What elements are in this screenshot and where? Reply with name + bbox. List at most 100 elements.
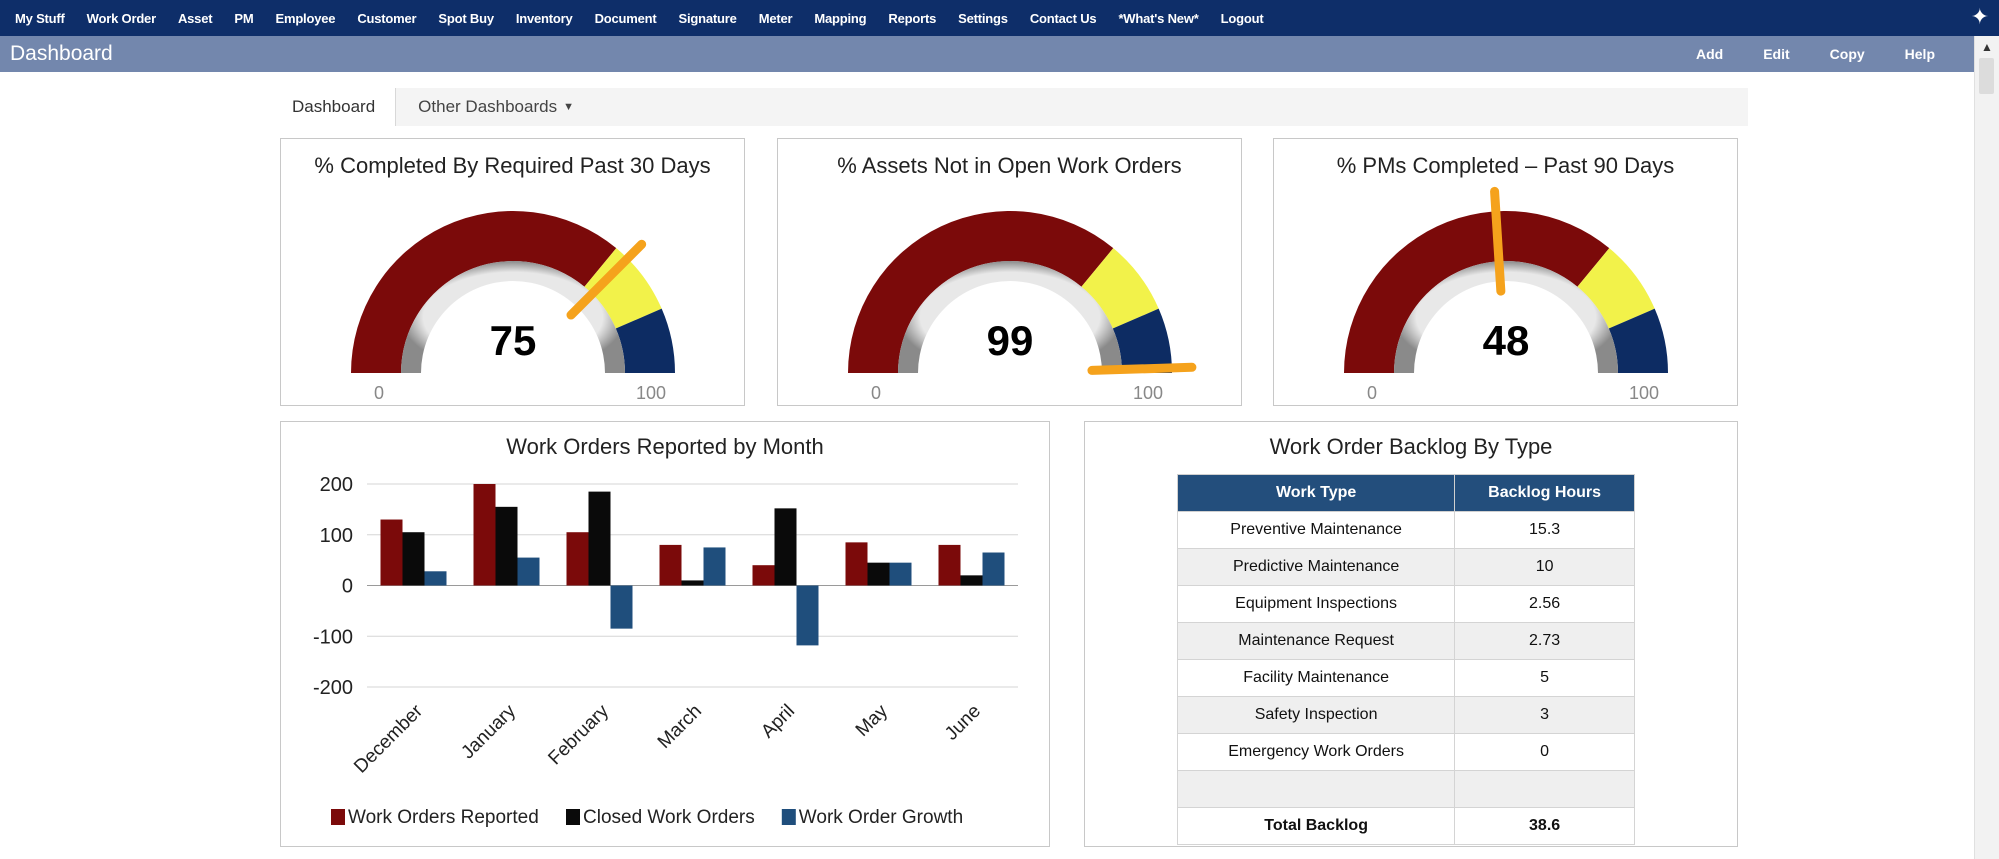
gauge-title: % PMs Completed – Past 90 Days — [1336, 153, 1675, 178]
nav-asset[interactable]: Asset — [177, 10, 213, 26]
nav-signature[interactable]: Signature — [678, 10, 737, 26]
bar-work-order-growth — [982, 552, 1005, 586]
cell-total-value: 38.6 — [1454, 807, 1635, 845]
vertical-scrollbar[interactable]: ▲ — [1974, 36, 1999, 859]
nav-settings[interactable]: Settings — [958, 10, 1008, 26]
gauge-inner-ring — [401, 261, 625, 373]
tab-dashboard-label: Dashboard — [292, 97, 376, 116]
legend-label: Work Orders Reported — [348, 807, 539, 828]
tab-dashboard[interactable]: Dashboard — [280, 88, 397, 126]
cell-work-type: Emergency Work Orders — [1176, 733, 1456, 771]
header-backlog-hours: Backlog Hours — [1454, 474, 1635, 512]
legend-label: Work Order Growth — [799, 807, 963, 828]
bar-work-orders-reported — [380, 519, 403, 586]
gauge-panel-pms: % PMs Completed – Past 90 Days 48 0 100 — [1273, 138, 1738, 406]
gauge-title: % Assets Not in Open Work Orders — [837, 153, 1182, 178]
nav-employee[interactable]: Employee — [275, 10, 336, 26]
x-tick-label: April — [757, 701, 799, 743]
nav-customer[interactable]: Customer — [357, 10, 417, 26]
gauge-band-blue — [615, 308, 675, 373]
bar-work-orders-reported — [752, 565, 775, 586]
gauge-max-label: 100 — [1133, 383, 1163, 403]
nav-menu: My Stuff Work Order Asset PM Employee Cu… — [0, 11, 1274, 26]
add-button[interactable]: Add — [1695, 46, 1724, 62]
nav-meter[interactable]: Meter — [758, 10, 793, 26]
gauge-max-label: 100 — [1629, 383, 1659, 403]
bar-work-orders-reported — [473, 484, 496, 586]
legend-swatch — [781, 809, 796, 825]
bar-work-order-growth — [796, 585, 819, 646]
help-button[interactable]: Help — [1904, 46, 1935, 62]
gauge-value: 48 — [1483, 317, 1530, 364]
nav-spot-buy[interactable]: Spot Buy — [438, 10, 494, 26]
gauge-title: % Completed By Required Past 30 Days — [314, 153, 711, 178]
bar-closed-work-orders — [960, 575, 983, 586]
nav-mapping[interactable]: Mapping — [814, 10, 867, 26]
gauge-band-yellow — [1081, 248, 1159, 329]
dashboard-tabs: Dashboard Other Dashboards ▼ — [280, 88, 1748, 126]
nav-pm[interactable]: PM — [234, 10, 254, 26]
edit-button[interactable]: Edit — [1763, 46, 1790, 62]
header-work-type: Work Type — [1176, 474, 1456, 512]
cell-hours — [1454, 770, 1635, 808]
nav-logout[interactable]: Logout — [1220, 10, 1264, 26]
gauge-needle — [1490, 186, 1506, 296]
scrollbar-thumb[interactable] — [1979, 58, 1994, 94]
gauge-assets: 99 0 100 — [848, 210, 1197, 403]
chart-title: Work Orders Reported by Month — [506, 434, 824, 459]
cell-hours: 2.73 — [1454, 622, 1635, 660]
caret-down-icon: ▼ — [563, 101, 574, 113]
legend-swatch — [331, 809, 345, 825]
gauge-band-blue — [1112, 308, 1172, 373]
nav-contact-us[interactable]: Contact Us — [1029, 10, 1097, 26]
gauge-value: 75 — [490, 317, 537, 364]
nav-work-order[interactable]: Work Order — [86, 10, 156, 26]
cell-work-type: Preventive Maintenance — [1176, 511, 1456, 549]
table-total-row: Total Backlog 38.6 — [1176, 807, 1635, 845]
gauge-panel-completed: % Completed By Required Past 30 Days 75 0… — [280, 138, 745, 406]
nav-my-stuff[interactable]: My Stuff — [15, 10, 65, 26]
cell-hours: 15.3 — [1454, 511, 1635, 549]
gauge-panel-assets: % Assets Not in Open Work Orders 99 0 100 — [777, 138, 1242, 406]
gauge-band-yellow — [1577, 248, 1655, 329]
gauge-min-label: 0 — [1367, 383, 1377, 403]
top-nav-bar: My Stuff Work Order Asset PM Employee Cu… — [0, 0, 1999, 36]
gauge-band-red — [351, 210, 617, 373]
gauge-inner-ring — [1394, 261, 1618, 373]
y-tick-label: -200 — [313, 677, 353, 699]
scroll-up-icon[interactable]: ▲ — [1981, 40, 1993, 54]
nav-inventory[interactable]: Inventory — [515, 10, 573, 26]
y-tick-label: 100 — [320, 525, 353, 547]
sparkle-icon[interactable]: ✦ — [1970, 4, 1989, 29]
title-actions: Add Edit Copy Help — [1656, 36, 1935, 72]
x-tick-label: December — [350, 700, 427, 777]
table-row: Safety Inspection 3 — [1176, 696, 1635, 734]
y-tick-label: 200 — [320, 474, 353, 496]
cell-work-type: Maintenance Request — [1176, 622, 1456, 660]
bar-work-order-growth — [889, 562, 912, 586]
cell-hours: 0 — [1454, 733, 1635, 771]
tab-other-dashboards[interactable]: Other Dashboards ▼ — [396, 88, 596, 126]
cell-work-type: Facility Maintenance — [1176, 659, 1456, 697]
bar-closed-work-orders — [495, 506, 518, 586]
gauge-band-red — [1344, 210, 1610, 373]
gauge-min-label: 0 — [871, 383, 881, 403]
x-tick-label: March — [654, 701, 706, 753]
page-title: Dashboard — [10, 42, 113, 65]
title-bar: Dashboard Add Edit Copy Help — [0, 36, 1975, 72]
backlog-panel: Work Order Backlog By Type Work Type Bac… — [1084, 421, 1738, 847]
bar-closed-work-orders — [774, 508, 797, 586]
gauge-max-label: 100 — [636, 383, 666, 403]
gauge-value: 99 — [987, 317, 1034, 364]
table-row: Preventive Maintenance 15.3 — [1176, 511, 1635, 549]
backlog-table: Work Type Backlog Hours Preventive Maint… — [1176, 474, 1635, 845]
x-tick-label: June — [941, 701, 985, 745]
bar-work-order-growth — [703, 547, 726, 586]
nav-whats-new[interactable]: *What's New* — [1118, 10, 1199, 26]
gauge-pms: 48 0 100 — [1344, 186, 1668, 403]
copy-button[interactable]: Copy — [1829, 46, 1865, 62]
nav-document[interactable]: Document — [594, 10, 657, 26]
nav-reports[interactable]: Reports — [888, 10, 937, 26]
table-row: Predictive Maintenance 10 — [1176, 548, 1635, 586]
